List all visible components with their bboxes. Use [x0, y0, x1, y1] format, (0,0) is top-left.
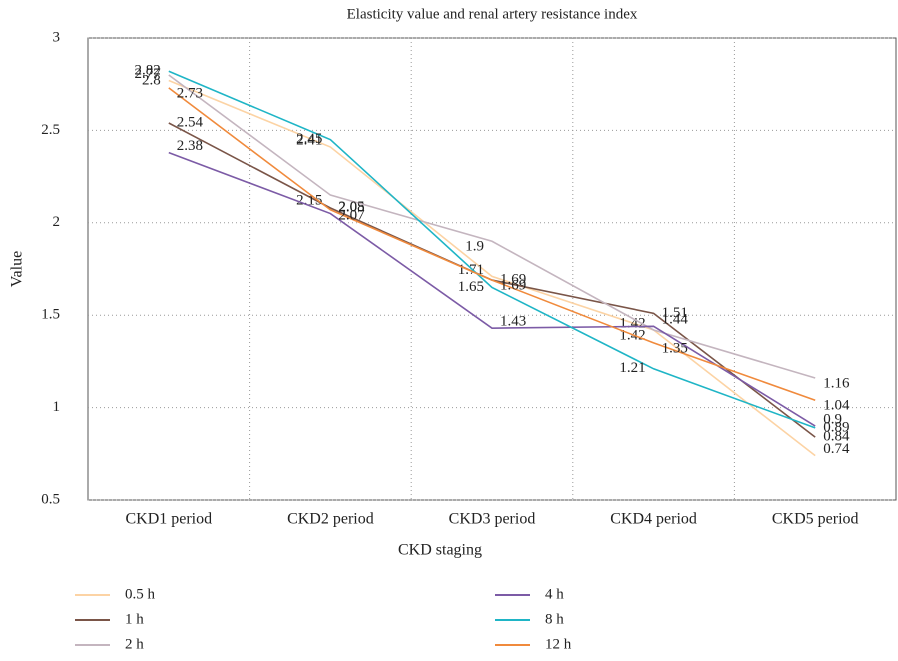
data-label: 0.89 [823, 419, 849, 435]
data-label: 2.73 [177, 85, 203, 101]
data-label: 1.69 [500, 278, 526, 294]
legend-label: 4 h [545, 586, 564, 602]
data-label: 0.74 [823, 441, 850, 457]
data-label: 2.77 [135, 66, 162, 82]
x-tick-label: CKD3 period [449, 511, 536, 528]
series-line [168, 87, 816, 401]
data-label: 2.82 [135, 63, 161, 79]
data-label: 2.05 [338, 199, 364, 215]
data-label: 2.8 [142, 72, 161, 88]
y-tick-label: 1.5 [41, 307, 60, 323]
data-label: 2.54 [177, 114, 204, 130]
data-label: 0.9 [823, 412, 842, 428]
legend-label: 0.5 h [125, 586, 156, 602]
x-axis-label: CKD staging [398, 542, 482, 559]
x-tick-label: CKD5 period [772, 511, 859, 528]
legend-label: 2 h [125, 636, 144, 652]
series-line [168, 70, 816, 429]
data-label: 2.45 [296, 131, 322, 147]
data-label: 1.04 [823, 398, 850, 414]
data-label: 1.42 [619, 315, 645, 331]
data-label: 1.51 [662, 305, 688, 321]
data-label: 1.16 [823, 375, 850, 391]
data-label: 1.21 [619, 360, 645, 376]
data-label: 1.65 [458, 279, 484, 295]
chart-title: Elasticity value and renal artery resist… [347, 6, 638, 22]
y-axis-label: Value [9, 251, 26, 287]
y-tick-label: 3 [53, 29, 61, 45]
data-label: 1.43 [500, 314, 526, 330]
data-label: 2.07 [338, 207, 365, 223]
y-tick-label: 2.5 [41, 122, 60, 138]
y-tick-label: 1 [53, 399, 61, 415]
data-label: 1.44 [662, 312, 689, 328]
y-tick-label: 2 [53, 214, 61, 230]
series-line [168, 79, 816, 457]
data-label: 0.84 [823, 429, 850, 445]
legend-label: 12 h [545, 636, 572, 652]
data-label: 2.15 [296, 193, 322, 209]
series-line [168, 151, 816, 427]
data-label: 1.9 [465, 239, 484, 255]
data-label: 2.38 [177, 138, 203, 154]
data-label: 2.41 [296, 132, 322, 148]
y-tick-label: 0.5 [41, 491, 60, 507]
data-label: 1.35 [662, 340, 688, 356]
x-tick-label: CKD4 period [610, 511, 697, 528]
data-label: 1.69 [500, 272, 526, 288]
legend-label: 8 h [545, 611, 564, 627]
plot-frame [87, 37, 897, 501]
x-tick-label: CKD1 period [125, 511, 212, 528]
series-line [168, 74, 816, 379]
legend-label: 1 h [125, 611, 144, 627]
x-tick-label: CKD2 period [287, 511, 374, 528]
